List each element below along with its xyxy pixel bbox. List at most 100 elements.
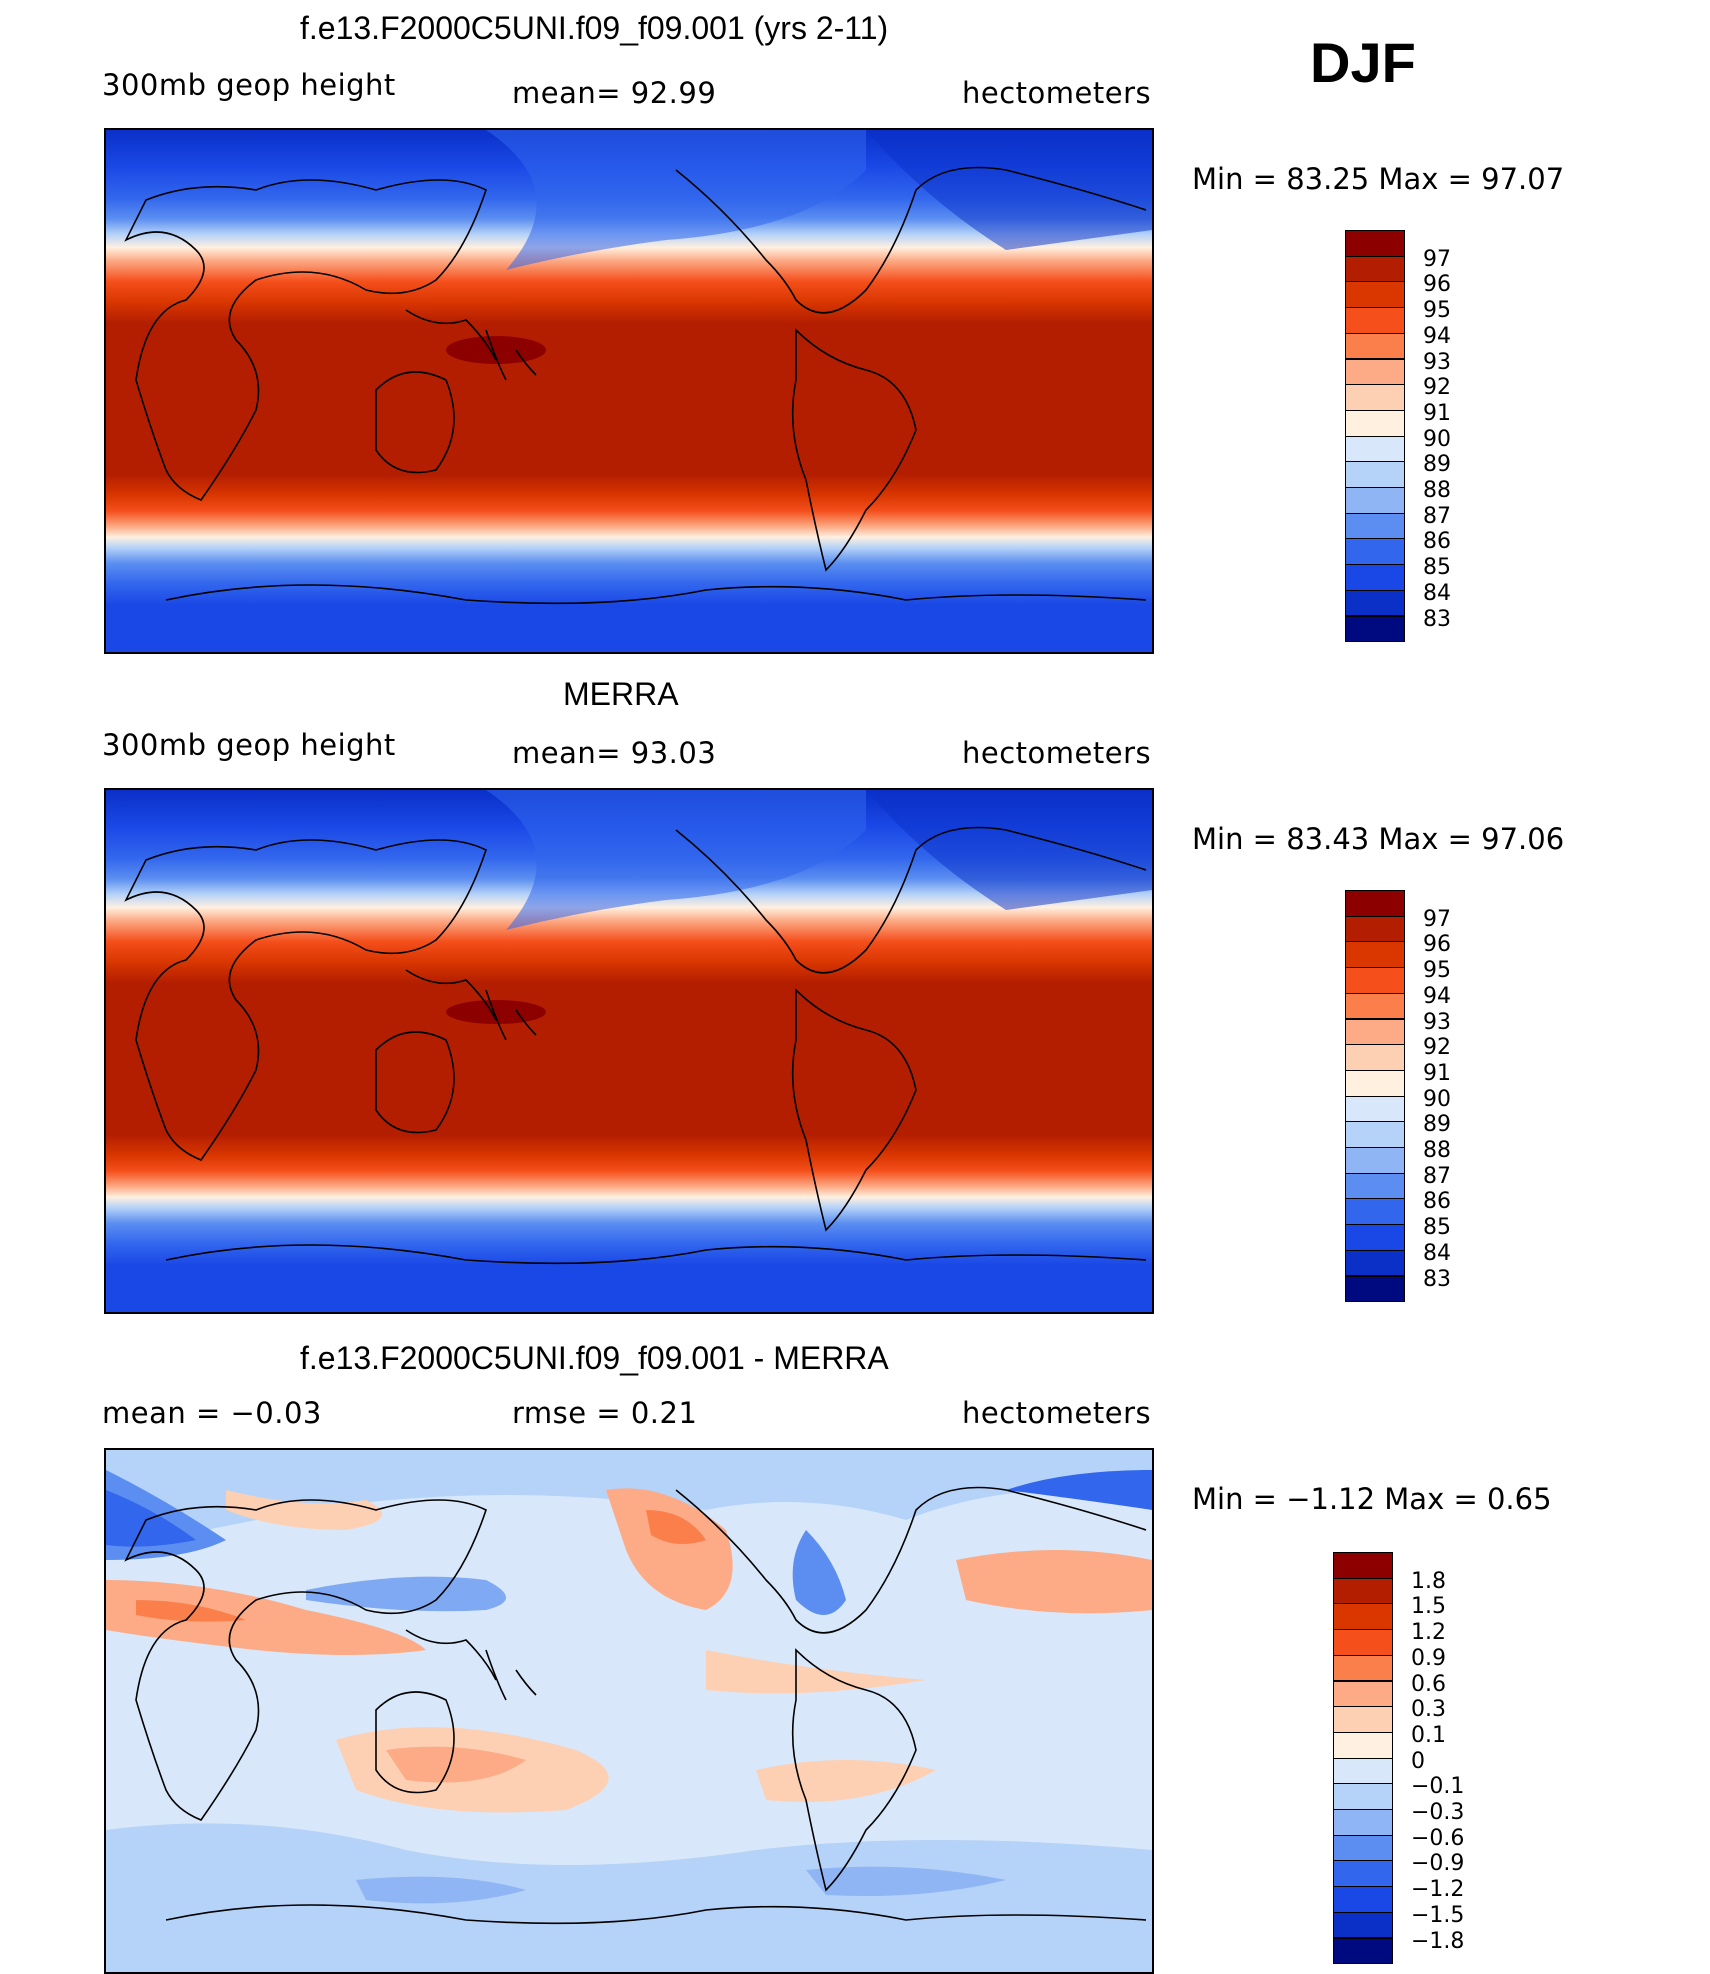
colorbar-tick-label: −1.5 bbox=[1411, 1902, 1465, 1928]
panel1-map bbox=[104, 128, 1154, 654]
colorbar-tick-label: 97 bbox=[1423, 246, 1451, 272]
colorbar-swatch bbox=[1345, 538, 1405, 566]
colorbar-tick-label: −1.8 bbox=[1411, 1928, 1465, 1954]
colorbar-swatch bbox=[1345, 255, 1405, 283]
colorbar-tick-label: 94 bbox=[1423, 323, 1451, 349]
colorbar-swatch bbox=[1345, 1249, 1405, 1277]
panel2-title: MERRA bbox=[563, 676, 679, 712]
colorbar-swatch bbox=[1345, 487, 1405, 514]
panel3-map bbox=[104, 1448, 1154, 1974]
colorbar-swatch bbox=[1333, 1937, 1393, 1965]
colorbar-swatch bbox=[1345, 409, 1405, 437]
colorbar-tick-label: 1.5 bbox=[1411, 1594, 1446, 1620]
colorbar-swatch bbox=[1333, 1629, 1393, 1656]
colorbar-swatch bbox=[1345, 615, 1405, 643]
panel3-title: f.e13.F2000C5UNI.f09_f09.001 - MERRA bbox=[300, 1340, 889, 1376]
colorbar-tick-label: 95 bbox=[1423, 958, 1451, 984]
colorbar-swatch bbox=[1345, 1044, 1405, 1071]
colorbar-swatch bbox=[1333, 1731, 1393, 1759]
panel2-variable: 300mb geop height bbox=[102, 728, 396, 762]
colorbar-swatch bbox=[1345, 281, 1405, 309]
colorbar-swatch bbox=[1333, 1809, 1393, 1836]
colorbar-tick-label: −0.6 bbox=[1411, 1825, 1465, 1851]
panel2-minmax: Min = 83.43 Max = 97.06 bbox=[1192, 822, 1565, 856]
colorbar-tick-label: −1.2 bbox=[1411, 1877, 1465, 1903]
colorbar-tick-label: 86 bbox=[1423, 529, 1451, 555]
colorbar-swatch bbox=[1345, 1147, 1405, 1174]
colorbar-swatch bbox=[1333, 1860, 1393, 1888]
colorbar-swatch bbox=[1345, 1224, 1405, 1251]
colorbar-swatch bbox=[1345, 1198, 1405, 1226]
colorbar-tick-label: 0.6 bbox=[1411, 1671, 1446, 1697]
colorbar-swatch bbox=[1333, 1552, 1393, 1579]
colorbar-tick-label: 95 bbox=[1423, 298, 1451, 324]
colorbar-tick-label: 90 bbox=[1423, 1086, 1451, 1112]
colorbar-tick-label: 87 bbox=[1423, 503, 1451, 529]
colorbar-tick-label: −0.9 bbox=[1411, 1851, 1465, 1877]
colorbar-tick-label: 0.1 bbox=[1411, 1722, 1446, 1748]
colorbar-tick-label: 96 bbox=[1423, 932, 1451, 958]
colorbar-swatch bbox=[1345, 512, 1405, 540]
colorbar-swatch bbox=[1345, 1018, 1405, 1046]
colorbar-swatch bbox=[1345, 1095, 1405, 1123]
colorbar-swatch bbox=[1333, 1706, 1393, 1733]
colorbar-tick-label: 97 bbox=[1423, 906, 1451, 932]
colorbar-tick-label: 96 bbox=[1423, 272, 1451, 298]
panel3-rmse: rmse = 0.21 bbox=[512, 1396, 698, 1430]
season-label: DJF bbox=[1310, 31, 1416, 94]
panel1-variable: 300mb geop height bbox=[102, 68, 396, 102]
panel1-title: f.e13.F2000C5UNI.f09_f09.001 (yrs 2-11) bbox=[300, 10, 889, 46]
colorbar-swatch bbox=[1345, 461, 1405, 488]
colorbar-tick-label: −0.3 bbox=[1411, 1800, 1465, 1825]
colorbar-swatch bbox=[1345, 332, 1405, 360]
colorbar-swatch bbox=[1333, 1783, 1393, 1810]
colorbar-swatch bbox=[1345, 890, 1405, 917]
colorbar-tick-label: 1.8 bbox=[1411, 1568, 1446, 1594]
colorbar-tick-label: 1.2 bbox=[1411, 1620, 1446, 1646]
colorbar-swatch bbox=[1333, 1577, 1393, 1605]
colorbar-tick-label: 88 bbox=[1423, 1138, 1451, 1163]
colorbar-swatch bbox=[1345, 358, 1405, 386]
colorbar-swatch bbox=[1345, 564, 1405, 591]
colorbar-tick-label: 92 bbox=[1423, 1035, 1451, 1061]
colorbar-tick-label: 84 bbox=[1423, 1240, 1451, 1266]
colorbar-tick-label: 93 bbox=[1423, 349, 1451, 375]
colorbar-tick-label: 85 bbox=[1423, 1215, 1451, 1241]
colorbar-tick-label: 90 bbox=[1423, 426, 1451, 452]
colorbar-swatch bbox=[1345, 384, 1405, 411]
panel2-map bbox=[104, 788, 1154, 1314]
colorbar-swatch bbox=[1345, 1172, 1405, 1200]
colorbar-tick-label: 89 bbox=[1423, 452, 1451, 478]
colorbar-swatch bbox=[1333, 1603, 1393, 1631]
colorbar-tick-label: 87 bbox=[1423, 1163, 1451, 1189]
colorbar-tick-label: 89 bbox=[1423, 1112, 1451, 1138]
colorbar-tick-label: 0 bbox=[1411, 1748, 1425, 1774]
panel3-units: hectometers bbox=[962, 1396, 1152, 1430]
panel2-mean: mean= 93.03 bbox=[512, 736, 717, 770]
colorbar-swatch bbox=[1345, 307, 1405, 334]
colorbar-swatch bbox=[1333, 1911, 1393, 1939]
colorbar-tick-label: 84 bbox=[1423, 580, 1451, 606]
panel1-mean: mean= 92.99 bbox=[512, 76, 717, 110]
panel3-minmax: Min = −1.12 Max = 0.65 bbox=[1192, 1482, 1552, 1516]
colorbar-swatch bbox=[1345, 230, 1405, 257]
colorbar-tick-label: 94 bbox=[1423, 983, 1451, 1009]
panel3-mean: mean = −0.03 bbox=[102, 1396, 322, 1430]
colorbar-swatch bbox=[1345, 967, 1405, 994]
colorbar-tick-label: 83 bbox=[1423, 606, 1451, 632]
colorbar-tick-label: 91 bbox=[1423, 400, 1451, 426]
colorbar-swatch bbox=[1333, 1834, 1393, 1862]
panel1-minmax: Min = 83.25 Max = 97.07 bbox=[1192, 162, 1565, 196]
panel1-units: hectometers bbox=[962, 76, 1152, 110]
colorbar-swatch bbox=[1333, 1757, 1393, 1785]
panel2-units: hectometers bbox=[962, 736, 1152, 770]
colorbar-tick-label: 93 bbox=[1423, 1009, 1451, 1035]
colorbar-tick-label: 91 bbox=[1423, 1060, 1451, 1086]
colorbar-tick-label: 86 bbox=[1423, 1189, 1451, 1215]
colorbar-swatch bbox=[1333, 1654, 1393, 1682]
colorbar-tick-label: 83 bbox=[1423, 1266, 1451, 1292]
colorbar-swatch bbox=[1345, 1121, 1405, 1148]
colorbar-swatch bbox=[1333, 1680, 1393, 1708]
colorbar-tick-label: 0.9 bbox=[1411, 1645, 1446, 1671]
colorbar-swatch bbox=[1345, 589, 1405, 617]
